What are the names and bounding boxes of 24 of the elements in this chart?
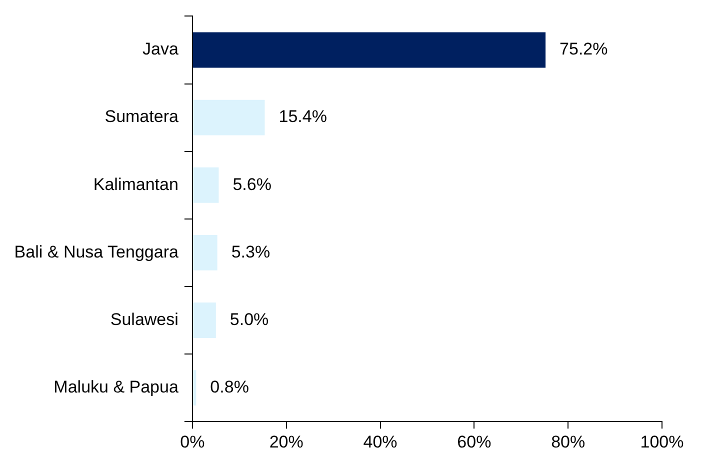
bar [192,370,196,406]
bar [192,32,546,68]
y-tick-label: Maluku & Papua [54,378,179,397]
data-label: 5.3% [231,242,270,262]
data-label: 15.4% [278,107,327,126]
x-tick-label: 60% [457,432,492,452]
y-tick-label: Bali & Nusa Tenggara [14,242,179,262]
bar [192,302,216,338]
data-label: 5.0% [230,310,269,329]
bar [192,234,218,270]
data-label: 5.6% [232,174,272,194]
x-tick-label: 20% [269,432,304,452]
bar [192,100,265,136]
data-label: 75.2% [560,40,608,59]
x-tick-label: 80% [551,432,586,452]
y-tick-label: Sulawesi [110,310,178,329]
x-tick-label: 40% [363,432,398,452]
y-tick-label: Kalimantan [93,174,178,194]
y-tick-label: Java [142,40,179,59]
y-tick-label: Sumatera [104,107,179,126]
bar [192,167,219,203]
x-tick-label: 100% [640,432,684,452]
x-tick-label: 0% [180,432,205,452]
data-label: 0.8% [210,378,249,397]
